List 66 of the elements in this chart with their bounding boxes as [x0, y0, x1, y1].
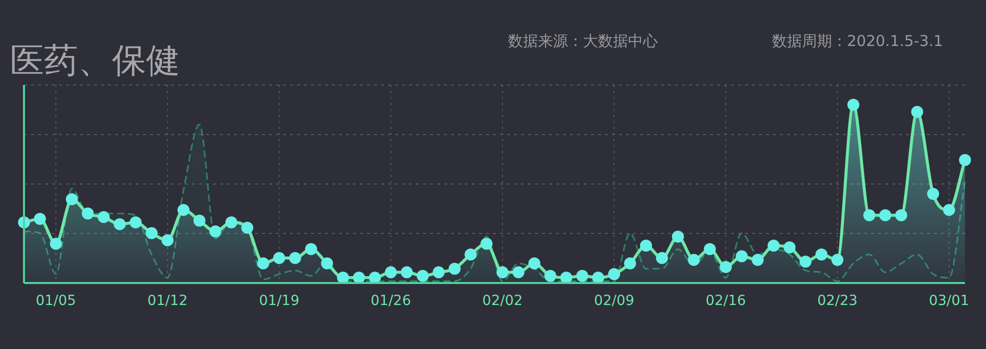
x-tick-label: 02/02 [482, 293, 523, 309]
point [448, 262, 461, 275]
point [384, 266, 397, 278]
x-tick-label: 02/23 [817, 293, 858, 309]
point [321, 257, 334, 270]
point [496, 266, 508, 278]
point [528, 257, 540, 270]
x-tick-label: 02/16 [706, 293, 746, 309]
point [225, 216, 238, 228]
point [736, 250, 748, 262]
point [130, 216, 142, 228]
point [114, 218, 126, 230]
point [911, 106, 924, 118]
point [464, 248, 477, 260]
x-tick-label: 01/26 [370, 293, 412, 309]
point [879, 209, 892, 222]
point [289, 252, 302, 264]
chart-title: 医药、保健 [10, 41, 180, 81]
point [943, 204, 956, 216]
point [480, 238, 493, 250]
point [66, 193, 78, 206]
point [241, 222, 254, 234]
point [815, 248, 828, 260]
point [305, 243, 318, 256]
point [768, 240, 780, 252]
point [512, 266, 524, 278]
point [146, 227, 158, 240]
point [784, 241, 796, 254]
point [895, 209, 908, 222]
point [688, 254, 700, 266]
point [752, 254, 764, 266]
point [656, 252, 668, 264]
source-note: 数据来源：大数据中心 [508, 32, 658, 50]
point [831, 254, 844, 266]
x-tick-label: 03/01 [928, 293, 970, 309]
point [50, 238, 62, 250]
point [847, 98, 860, 111]
x-tick-label: 02/09 [594, 293, 634, 309]
point [576, 270, 588, 282]
x-tick-label: 01/05 [36, 293, 76, 309]
point [800, 256, 812, 268]
x-tick-label: 01/19 [259, 293, 300, 309]
point [82, 208, 94, 220]
point [927, 188, 940, 200]
point [608, 268, 620, 280]
point [863, 209, 876, 222]
point [720, 260, 732, 273]
x-tick-label: 01/12 [147, 293, 188, 309]
point [34, 212, 46, 225]
point [624, 257, 636, 270]
point [257, 257, 270, 270]
point [162, 234, 174, 246]
point [177, 204, 190, 216]
point [432, 266, 445, 278]
point [416, 270, 429, 282]
point [273, 252, 286, 264]
point [704, 243, 716, 256]
point [98, 211, 110, 224]
point [959, 154, 971, 166]
point [193, 214, 206, 227]
point [400, 266, 413, 278]
text: 数据周期：2020.1.5-3.1 [772, 32, 944, 50]
point [640, 240, 652, 252]
point [672, 230, 684, 243]
point [544, 270, 556, 282]
point [209, 225, 222, 238]
